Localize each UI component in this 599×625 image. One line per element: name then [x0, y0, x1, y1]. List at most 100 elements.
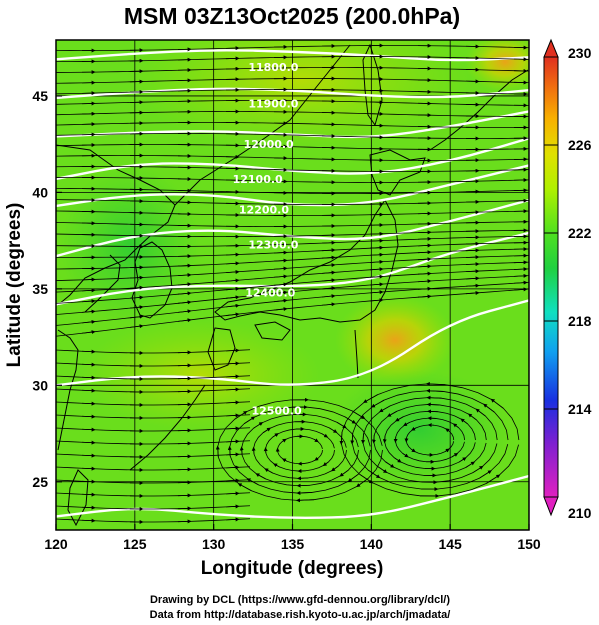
streamline-arrow: [379, 405, 391, 413]
streamline-arrow: [376, 465, 388, 473]
colorbar-min-triangle: [543, 496, 559, 517]
streamline: [56, 122, 529, 128]
streamline: [56, 177, 529, 183]
x-tick-label: 150: [517, 536, 541, 552]
streamline-arrow: [369, 282, 384, 287]
geopotential-contour: [56, 137, 529, 181]
streamline-arrow: [81, 414, 96, 419]
streamline-arrow: [486, 474, 501, 484]
y-tick-label: 30: [32, 377, 48, 393]
streamline-arrow: [444, 448, 450, 453]
streamline-arrow: [237, 483, 252, 492]
figure-title: MSM 03Z13Oct2025 (200.0hPa): [124, 3, 460, 29]
streamline-arrow: [81, 309, 96, 314]
streamline-arrow: [129, 275, 144, 280]
streamline: [56, 492, 251, 497]
streamline-arrow: [129, 305, 144, 310]
streamline-arrow: [255, 473, 266, 480]
streamline: [56, 100, 529, 106]
contour-label: 12400.0: [245, 287, 295, 300]
streamline: [56, 275, 529, 315]
streamline: [56, 89, 529, 95]
streamline-arrow: [356, 478, 369, 488]
streamline-arrow: [402, 453, 409, 458]
streamline-arrow: [417, 250, 432, 255]
streamline-arrow: [81, 518, 96, 523]
streamline-arrow: [81, 440, 96, 445]
colorbar-tick-label: 230: [568, 45, 592, 61]
streamline-arrow: [129, 285, 144, 290]
streamline-arrow: [361, 433, 366, 445]
streamline: [56, 221, 529, 227]
streamline: [56, 261, 529, 293]
streamline-arrow: [225, 261, 240, 266]
streamline-arrow: [234, 410, 248, 420]
streamline-arrow: [393, 457, 402, 463]
y-tick-label: 45: [32, 88, 48, 104]
streamline: [56, 78, 529, 84]
colorbar-max-triangle: [543, 38, 559, 58]
streamline: [56, 235, 529, 247]
streamline-arrow: [225, 348, 240, 353]
streamline-arrow: [314, 438, 319, 443]
streamline-arrow: [321, 270, 336, 275]
streamline-arrow: [227, 445, 232, 457]
x-tick-label: 130: [202, 536, 226, 552]
streamline-arrow: [371, 399, 385, 408]
colorbar: 210 214 218 222 226 230: [543, 38, 592, 521]
streamline-arrow: [369, 259, 384, 264]
streamline-arrow: [273, 282, 288, 287]
streamline-arrow: [410, 448, 416, 453]
streamline-arrow: [177, 309, 192, 314]
streamline: [56, 505, 251, 510]
colorbar-tick-label: 226: [568, 137, 592, 153]
streamline-arrow: [417, 271, 432, 276]
streamline-arrow: [225, 295, 240, 300]
x-tick-label: 145: [438, 536, 462, 552]
streamline-arrow: [417, 286, 432, 291]
streamline-arrow: [225, 491, 240, 496]
x-tick-label: 125: [123, 536, 147, 552]
streamline: [56, 288, 529, 337]
streamline-arrow: [81, 401, 96, 406]
streamline-arrow: [81, 362, 96, 367]
streamline-arrow: [81, 299, 96, 304]
colorbar-tick-label: 218: [568, 313, 592, 329]
streamline-arrow: [513, 287, 528, 292]
colorbar-tick-label: 210: [568, 505, 592, 521]
streamline-arrow: [369, 245, 384, 250]
streamline-arrow: [225, 269, 240, 274]
streamline-arrow: [177, 318, 192, 323]
streamline-arrow: [129, 314, 144, 319]
warm-region-northeast: [465, 40, 529, 92]
streamline: [56, 414, 251, 419]
streamline-arrow: [81, 479, 96, 484]
contour-label: 12100.0: [233, 173, 283, 186]
streamline: [56, 362, 251, 367]
streamline: [56, 188, 529, 194]
streamline-arrow: [321, 255, 336, 260]
streamline-arrow: [465, 461, 476, 468]
streamline: [56, 479, 251, 484]
izu-islands: [354, 329, 359, 379]
streamline-arrow: [331, 465, 339, 472]
taiwan-coast: [67, 469, 89, 527]
streamline: [56, 518, 251, 523]
streamline-arrow: [295, 498, 315, 503]
streamline-arrow: [322, 461, 329, 467]
geopotential-contour: [56, 49, 529, 62]
streamline-arrow: [426, 395, 442, 400]
streamline-arrow: [321, 286, 336, 291]
streamline-arrow: [465, 290, 480, 295]
streamline-arrow: [225, 286, 240, 291]
streamline-arrow: [81, 505, 96, 510]
streamline-arrow: [246, 478, 259, 486]
streamline-arrow: [314, 456, 319, 461]
streamline: [56, 199, 529, 205]
korea-coast: [131, 241, 173, 319]
streamline-arrow: [417, 294, 432, 299]
streamline: [56, 401, 251, 406]
streamline-arrow: [369, 267, 384, 272]
streamline-arrow: [321, 302, 336, 307]
streamline-arrow: [129, 295, 144, 300]
